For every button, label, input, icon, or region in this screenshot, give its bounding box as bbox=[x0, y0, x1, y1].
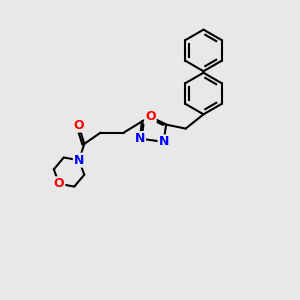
Text: N: N bbox=[74, 154, 84, 167]
Text: O: O bbox=[74, 118, 84, 132]
Text: O: O bbox=[54, 177, 64, 190]
Text: O: O bbox=[145, 110, 156, 123]
Text: N: N bbox=[158, 135, 169, 148]
Text: N: N bbox=[135, 132, 145, 145]
